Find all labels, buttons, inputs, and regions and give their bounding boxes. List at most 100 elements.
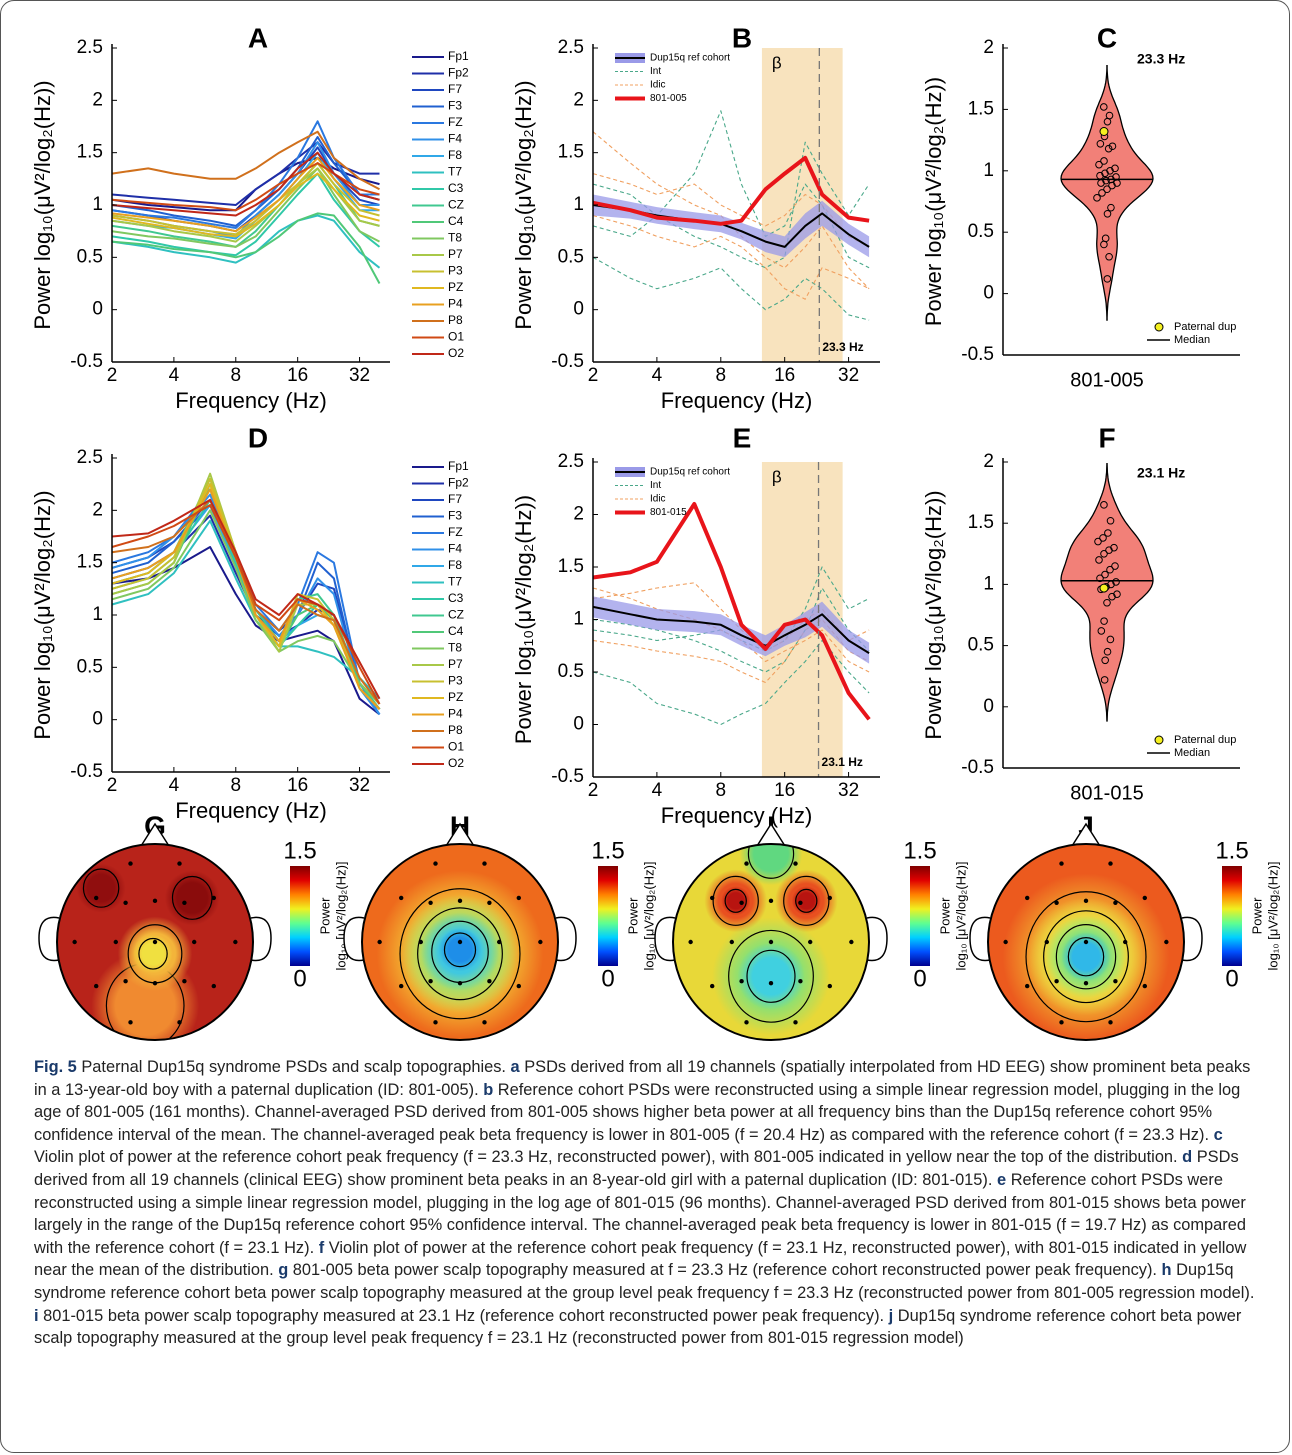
contour <box>1043 910 1129 1004</box>
y-tick-label: 1 <box>573 194 584 215</box>
peak-label: 23.1 Hz <box>822 755 863 769</box>
colorbar-tick-label: 1.5 <box>903 837 936 864</box>
electrode <box>1003 939 1008 945</box>
contour <box>1055 923 1117 990</box>
data-point <box>1103 598 1111 607</box>
legend-label: O1 <box>448 330 464 344</box>
x-axis-label: Frequency (Hz) <box>661 388 813 413</box>
electrode <box>428 900 433 905</box>
colorbar-label: log₁₀ [μV²/log₂(Hz)] <box>953 861 968 970</box>
contour <box>443 932 477 968</box>
legend-label: CZ <box>448 608 464 622</box>
contour <box>138 937 168 970</box>
nose <box>1071 822 1101 847</box>
series-line <box>111 172 381 257</box>
electrode <box>377 939 382 945</box>
legend-label: T8 <box>448 641 462 655</box>
nose <box>756 822 786 847</box>
x-tick-label: 4 <box>169 775 180 796</box>
ear <box>654 916 676 962</box>
y-axis-label: Power log₁₀(μV²/log₂(Hz)) <box>30 490 55 739</box>
contour <box>724 888 747 913</box>
electrode <box>192 939 197 945</box>
panel-title: D <box>248 422 268 453</box>
caption-part-label: b <box>483 1080 494 1099</box>
legend-label: Fp2 <box>448 66 469 80</box>
annotation: 23.3 Hz <box>1137 51 1185 67</box>
x-axis-label: Frequency (Hz) <box>175 798 327 823</box>
electrode <box>793 861 798 866</box>
y-tick-label: 1 <box>92 604 103 625</box>
x-tick-label: 8 <box>230 775 241 796</box>
contour <box>728 929 814 1023</box>
legend-label: O2 <box>448 756 464 770</box>
electrode <box>152 939 158 945</box>
colorbar <box>598 866 618 966</box>
electrode <box>113 939 119 945</box>
caption-part-label: d <box>1182 1148 1193 1167</box>
electrode <box>1108 1020 1113 1025</box>
panel-title: A <box>248 22 268 53</box>
data-point <box>1098 189 1106 197</box>
peak-label: 23.3 Hz <box>822 340 863 354</box>
category-label: 801-005 <box>1070 369 1143 391</box>
data-point <box>1108 181 1116 190</box>
y-tick-label: 1.5 <box>558 556 584 577</box>
legend-label: F4 <box>448 132 462 146</box>
legend-label: F8 <box>448 558 462 572</box>
data-point <box>1095 160 1103 169</box>
electrode <box>1044 939 1050 945</box>
electrode <box>1059 861 1064 866</box>
panel-title: E <box>733 422 752 453</box>
legend-label: PZ <box>448 690 463 704</box>
caption-part-text: Dup15q syndrome reference cohort beta po… <box>34 1261 1255 1302</box>
electrode <box>798 979 803 984</box>
colorbar-label: log₁₀ [μV²/log₂(Hz)] <box>641 861 656 970</box>
ear <box>1181 916 1203 962</box>
data-point <box>1100 676 1109 684</box>
y-tick-label: 0.5 <box>77 656 103 677</box>
y-tick-label: -0.5 <box>70 761 103 782</box>
colorbar-tick-label: 0 <box>601 965 614 992</box>
colorbar <box>910 866 930 966</box>
legend-label: PZ <box>448 280 463 294</box>
electrode <box>497 939 502 945</box>
scalp-blob <box>721 886 751 916</box>
data-point <box>1101 656 1109 665</box>
figure: A -0.5 0 0.5 1 1.5 2 2.5 Power log₁₀(μV²/log₂(Hz… <box>30 22 1280 1041</box>
electrode <box>516 895 521 901</box>
individual-line <box>592 587 870 673</box>
colorbar-tick-label: 0 <box>1225 965 1238 992</box>
electrode <box>457 898 463 904</box>
y-tick-label: 2.5 <box>558 451 584 472</box>
colorbar-label: log₁₀ [μV²/log₂(Hz)] <box>1265 861 1280 970</box>
y-tick-label: 0.5 <box>968 635 994 656</box>
legend-label: O1 <box>448 740 464 754</box>
caption-part-label: e <box>997 1170 1007 1189</box>
individual-line <box>592 214 870 300</box>
x-tick-label: 4 <box>652 365 663 386</box>
y-tick-label: 1.5 <box>77 552 103 573</box>
data-point <box>1103 209 1112 218</box>
x-tick-label: 16 <box>774 780 795 801</box>
y-tick-label: 1.5 <box>558 142 584 163</box>
legend-label: O2 <box>448 346 464 360</box>
ear <box>250 916 272 962</box>
electrode <box>710 983 715 989</box>
contour <box>399 888 521 1020</box>
data-point <box>1099 103 1108 111</box>
electrode <box>72 939 77 945</box>
electrode <box>94 895 99 901</box>
electrode <box>688 939 693 945</box>
legend-label: Dup15q ref cohort <box>650 467 730 478</box>
electrode <box>729 939 734 945</box>
series-line <box>111 162 380 236</box>
legend-label: P8 <box>448 313 463 327</box>
electrode <box>1025 983 1030 989</box>
legend-swatch <box>1154 735 1164 745</box>
ear <box>555 916 577 962</box>
series-line <box>592 605 870 654</box>
x-tick-label: 8 <box>230 365 241 386</box>
legend-label: FZ <box>448 115 463 129</box>
x-axis-label: Frequency (Hz) <box>661 803 813 828</box>
